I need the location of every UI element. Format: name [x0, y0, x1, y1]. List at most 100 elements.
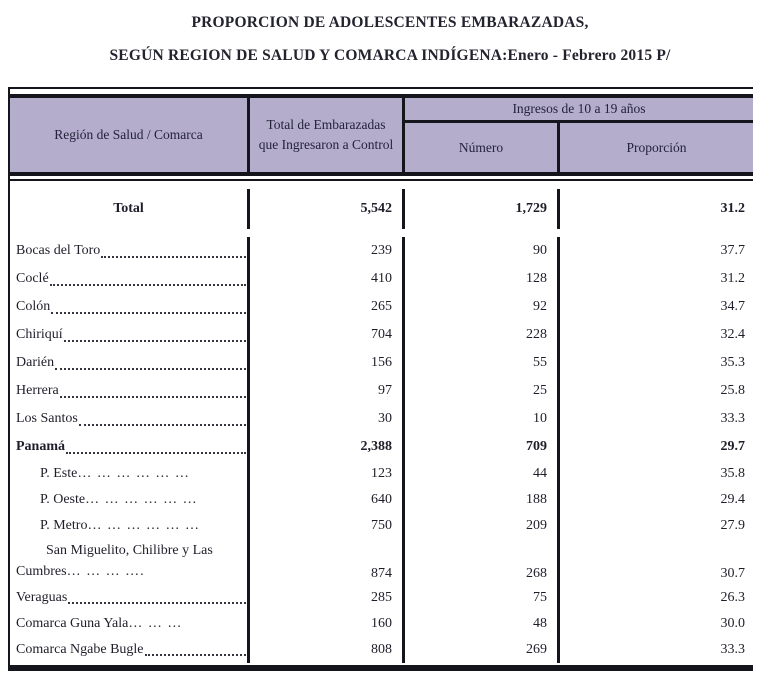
- table-row-panama: Panamá 2,388 709 29.7: [10, 433, 753, 461]
- dot-leader: [101, 256, 246, 258]
- row-total-value: 5,542: [250, 189, 405, 229]
- table-top-rule: [8, 87, 753, 98]
- table-bottom-rule: [8, 665, 753, 671]
- row-total-value: 30: [250, 405, 405, 433]
- header-sub-row: Número Proporción: [405, 123, 753, 172]
- row-proporcion-value: 31.2: [720, 201, 746, 216]
- row-numero-value: 90: [405, 237, 560, 265]
- row-proporcion-value: 33.3: [720, 642, 746, 657]
- row-numero-value: 44: [405, 461, 560, 487]
- row-proporcion-value: 34.7: [720, 299, 746, 314]
- header-numero-column: Número: [405, 123, 560, 172]
- row-label-line2: Cumbres: [16, 564, 67, 579]
- row-total-value: 704: [250, 321, 405, 349]
- table-body: Total 5,542 1,729 31.2 Bocas del Toro 23…: [10, 181, 753, 665]
- dot-leader: [144, 654, 246, 656]
- header-body-divider: [8, 172, 753, 181]
- row-label: Total: [113, 201, 144, 216]
- table-row-subregion: P. Metro… … … … … … 750 209 27.9: [10, 513, 753, 539]
- title-line-2: SEGÚN REGION DE SALUD Y COMARCA INDÍGENA…: [109, 47, 671, 64]
- row-total-value: 410: [250, 265, 405, 293]
- row-proporcion-value: 25.8: [720, 383, 746, 398]
- row-numero-value: 269: [405, 637, 560, 663]
- row-numero-value: 48: [405, 611, 560, 637]
- row-total-value: 874: [250, 539, 405, 585]
- table-row: Comarca Ngabe Bugle 808 269 33.3: [10, 637, 753, 663]
- header-proporcion-column: Proporción: [626, 139, 687, 155]
- row-numero-value: 92: [405, 293, 560, 321]
- row-numero-value: 55: [405, 349, 560, 377]
- row-numero-value: 209: [405, 513, 560, 539]
- row-label: Comarca Ngabe Bugle: [16, 642, 144, 657]
- row-total-value: 160: [250, 611, 405, 637]
- row-total-value: 750: [250, 513, 405, 539]
- row-numero-value: 188: [405, 487, 560, 513]
- dot-leader: [68, 602, 246, 604]
- dot-leader-text: … … … ….: [66, 564, 145, 579]
- table-row: Bocas del Toro 239 90 37.7: [10, 237, 753, 265]
- table-row: Coclé 410 128 31.2: [10, 265, 753, 293]
- table-row: Darién 156 55 35.3: [10, 349, 753, 377]
- row-label: Colón: [16, 299, 51, 314]
- row-proporcion-value: 30.7: [720, 566, 746, 581]
- table-row-subregion: P. Oeste… … … … … … 640 188 29.4: [10, 487, 753, 513]
- row-numero-value: 10: [405, 405, 560, 433]
- row-label: Panamá: [16, 439, 65, 454]
- dot-leader: [59, 396, 246, 398]
- row-total-value: 97: [250, 377, 405, 405]
- header-ingresos-label: Ingresos de 10 a 19 años: [405, 98, 753, 123]
- table-row: Herrera 97 25 25.8: [10, 377, 753, 405]
- dot-leader: [78, 424, 246, 426]
- row-numero-value: 268: [405, 539, 560, 585]
- row-total-value: 265: [250, 293, 405, 321]
- title-line-1: PROPORCION DE ADOLESCENTES EMBARAZADAS,: [191, 14, 589, 31]
- row-label: Coclé: [16, 271, 49, 286]
- row-proporcion-value: 35.8: [720, 466, 746, 481]
- row-total-value: 239: [250, 237, 405, 265]
- table-row: Los Santos 30 10 33.3: [10, 405, 753, 433]
- row-proporcion-value: 32.4: [720, 327, 746, 342]
- row-numero-value: 128: [405, 265, 560, 293]
- header-region-column: Región de Salud / Comarca: [10, 98, 250, 172]
- row-proporcion-value: 29.7: [720, 439, 746, 454]
- row-total-value: 808: [250, 637, 405, 663]
- row-proporcion-value: 29.4: [720, 492, 746, 507]
- row-numero-value: 709: [405, 433, 560, 461]
- dot-leader: [66, 452, 246, 454]
- row-total-value: 640: [250, 487, 405, 513]
- row-label: P. Oeste: [40, 492, 86, 507]
- row-total-value: 156: [250, 349, 405, 377]
- row-numero-value: 25: [405, 377, 560, 405]
- table-row-subregion: P. Este… … … … … … 123 44 35.8: [10, 461, 753, 487]
- dot-leader: [51, 312, 246, 314]
- row-total-value: 285: [250, 585, 405, 611]
- row-proporcion-value: 37.7: [720, 243, 746, 258]
- header-total-column: Total de Embarazadas que Ingresaron a Co…: [250, 98, 405, 172]
- row-proporcion-value: 31.2: [720, 271, 746, 286]
- row-label: Bocas del Toro: [16, 243, 101, 258]
- dot-leader-text: … … …: [128, 616, 183, 631]
- dot-leader: [49, 284, 246, 286]
- row-label: Veraguas: [16, 590, 68, 605]
- row-numero-value: 228: [405, 321, 560, 349]
- row-label: Chiriquí: [16, 327, 63, 342]
- table-row: Chiriquí 704 228 32.4: [10, 321, 753, 349]
- row-proporcion-value: 35.3: [720, 355, 746, 370]
- row-label: P. Este: [40, 466, 78, 481]
- row-total-value: 123: [250, 461, 405, 487]
- dot-leader: [63, 340, 246, 342]
- table-row: Comarca Guna Yala… … … 160 48 30.0: [10, 611, 753, 637]
- dot-leader-text: … … … … … …: [87, 518, 200, 533]
- row-proporcion-value: 33.3: [720, 411, 746, 426]
- row-proporcion-value: 30.0: [720, 616, 746, 631]
- row-proporcion-value: 27.9: [720, 518, 746, 533]
- table-row-total: Total 5,542 1,729 31.2: [10, 189, 753, 229]
- row-total-value: 2,388: [250, 433, 405, 461]
- data-table: Región de Salud / Comarca Total de Embar…: [8, 87, 753, 671]
- table-row: Colón 265 92 34.7: [10, 293, 753, 321]
- row-label: Herrera: [16, 383, 59, 398]
- table-row: Veraguas 285 75 26.3: [10, 585, 753, 611]
- row-numero-value: 1,729: [405, 189, 560, 229]
- table-row-san-miguelito: San Miguelito, Chilibre y Las Cumbres… ……: [10, 539, 753, 585]
